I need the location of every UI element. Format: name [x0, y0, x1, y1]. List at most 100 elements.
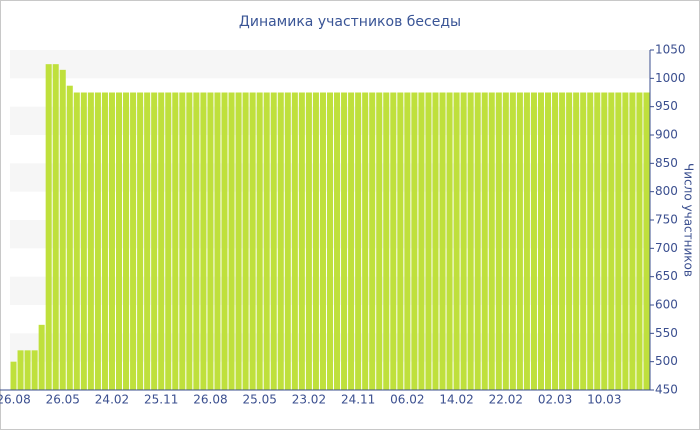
x-tick-label: 23.02	[292, 393, 326, 407]
x-tick-label: 25.11	[144, 393, 178, 407]
bar	[537, 92, 545, 390]
bar	[319, 92, 326, 390]
x-tick-label: 06.02	[390, 393, 424, 407]
bar	[158, 92, 165, 390]
bar	[383, 92, 390, 390]
bar	[172, 92, 179, 390]
x-tick-label: 24.02	[95, 393, 129, 407]
bar	[31, 350, 38, 390]
bar	[66, 85, 73, 390]
bar	[545, 92, 552, 390]
bar	[362, 92, 369, 390]
bar	[298, 92, 305, 390]
bar	[509, 92, 516, 390]
bar	[460, 92, 467, 390]
x-tick-label: 02.03	[538, 393, 572, 407]
x-tick-label: 24.11	[341, 393, 375, 407]
x-tick-label: 10.03	[587, 393, 621, 407]
bar	[376, 92, 383, 390]
bar	[130, 92, 137, 390]
bar	[45, 64, 52, 391]
bar	[397, 92, 404, 390]
bar	[80, 92, 87, 390]
y-tick-label: 1000	[655, 71, 686, 85]
x-tick-label: 14.02	[439, 393, 473, 407]
y-axis-title: Число участников	[682, 163, 696, 277]
y-tick-label: 650	[655, 269, 678, 283]
bar	[24, 350, 31, 390]
bar	[404, 92, 411, 390]
bar	[453, 92, 460, 390]
bar	[312, 92, 319, 390]
bar	[214, 92, 221, 390]
bar	[495, 92, 502, 390]
bar	[502, 92, 509, 390]
bar	[523, 92, 530, 390]
y-tick-label: 700	[655, 241, 678, 255]
bar	[580, 92, 587, 390]
bar	[10, 361, 17, 390]
bar	[601, 92, 608, 390]
bar	[207, 92, 214, 390]
bar	[123, 92, 130, 390]
bar	[411, 92, 418, 390]
bar	[334, 92, 341, 390]
y-tick-label: 950	[655, 99, 678, 113]
bar	[341, 92, 348, 390]
bar	[643, 92, 650, 390]
bar	[594, 92, 601, 390]
bar	[242, 92, 249, 390]
bar	[615, 92, 622, 390]
bar	[87, 92, 94, 390]
bar	[326, 92, 334, 390]
bar	[573, 92, 580, 390]
x-tick-label: 26.08	[193, 393, 227, 407]
bar	[256, 92, 263, 390]
x-tick-label: 26.08	[0, 393, 31, 407]
bar	[115, 92, 123, 390]
bar	[439, 92, 446, 390]
bar	[221, 92, 228, 390]
bar	[52, 64, 59, 391]
bar	[446, 92, 453, 390]
y-tick-label: 600	[655, 298, 678, 312]
bar	[291, 92, 298, 390]
bar	[101, 92, 108, 390]
bar	[636, 92, 643, 390]
bar	[59, 69, 66, 390]
y-tick-label: 1050	[655, 43, 686, 57]
bar	[73, 92, 80, 390]
bar	[270, 92, 277, 390]
bar	[137, 92, 144, 390]
x-tick-label: 25.05	[242, 393, 276, 407]
bar	[151, 92, 158, 390]
bar	[284, 92, 291, 390]
bar	[566, 92, 573, 390]
bar	[390, 92, 397, 390]
bar	[165, 92, 172, 390]
bar	[418, 92, 425, 390]
bar	[629, 92, 636, 390]
bar	[179, 92, 186, 390]
bar	[277, 92, 284, 390]
bar	[552, 92, 559, 390]
bar	[193, 92, 200, 390]
bar	[481, 92, 488, 390]
bar	[587, 92, 594, 390]
bar	[200, 92, 207, 390]
bar	[355, 92, 362, 390]
x-tick-label: 22.02	[489, 393, 523, 407]
y-tick-label: 450	[655, 383, 678, 397]
bar	[432, 92, 439, 390]
y-tick-label: 550	[655, 326, 678, 340]
y-tick-label: 500	[655, 354, 678, 368]
bar	[235, 92, 242, 390]
bar	[94, 92, 101, 390]
bar	[530, 92, 537, 390]
bar	[474, 92, 481, 390]
bar	[263, 92, 270, 390]
y-tick-label: 800	[655, 184, 678, 198]
bar	[467, 92, 474, 390]
y-tick-label: 750	[655, 213, 678, 227]
